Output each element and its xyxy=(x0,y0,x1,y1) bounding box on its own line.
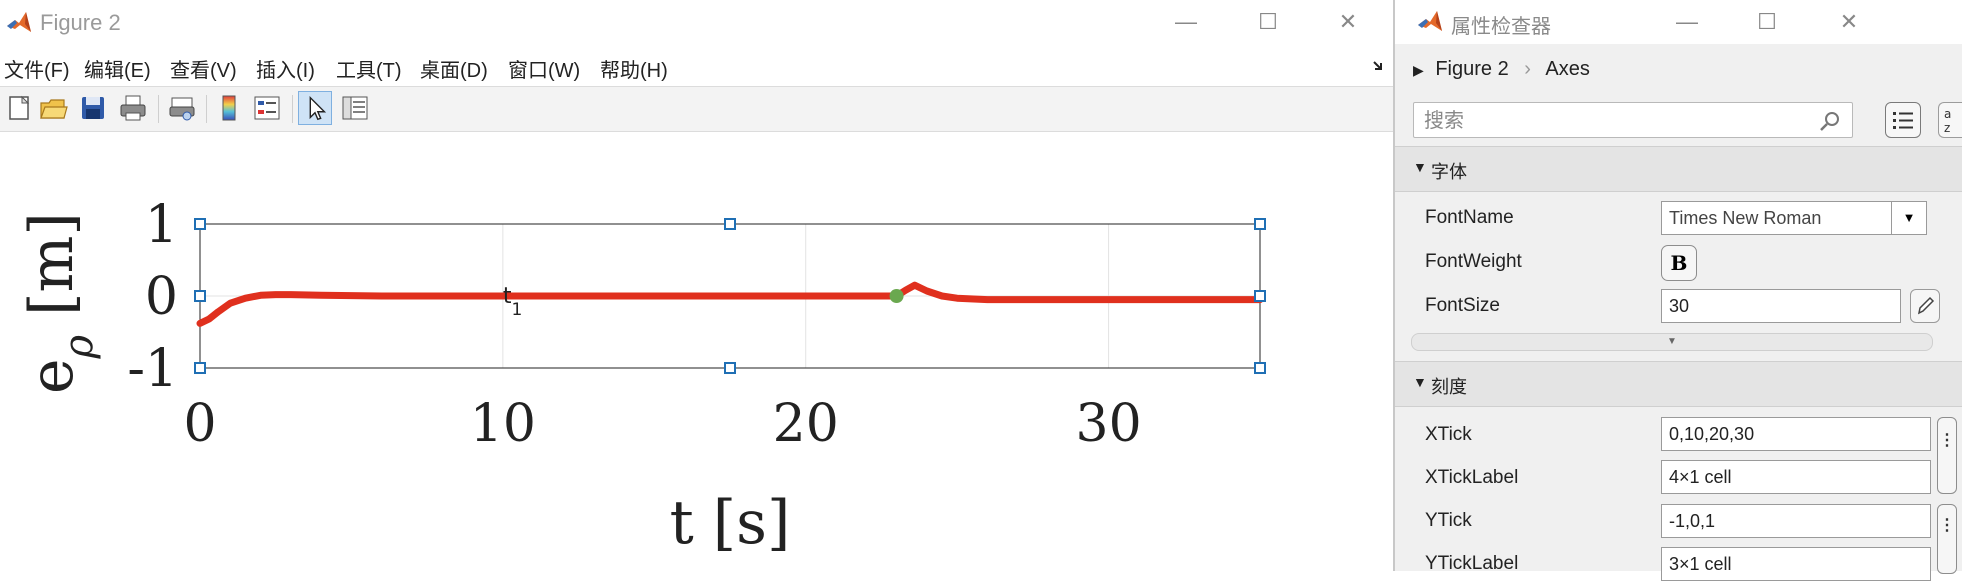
close-button[interactable]: ✕ xyxy=(1338,9,1358,34)
dock-arrow-icon[interactable] xyxy=(1371,58,1387,74)
matlab-logo-icon xyxy=(1418,11,1442,31)
series-line[interactable] xyxy=(196,281,1264,327)
section-ticks[interactable]: ▼ 刻度 xyxy=(1395,361,1962,407)
selection-handle[interactable] xyxy=(194,290,206,302)
fontsize-edit-button[interactable] xyxy=(1910,289,1940,323)
inspector-title: 属性检查器 xyxy=(1451,16,1551,38)
selection-handle[interactable] xyxy=(1254,362,1266,374)
collapse-triangle-icon[interactable]: ▼ xyxy=(1413,159,1427,175)
new-figure-icon[interactable] xyxy=(2,91,36,125)
section-font[interactable]: ▼ 字体 xyxy=(1395,146,1962,192)
minimize-button[interactable]: — xyxy=(1175,9,1197,34)
menu-file[interactable]: 文件(F) xyxy=(4,60,70,82)
search-icon[interactable] xyxy=(1818,109,1842,133)
figure-toolbar xyxy=(0,86,1393,132)
prop-xticklabel-label: XTickLabel xyxy=(1425,467,1519,488)
edit-plot-pointer-icon[interactable] xyxy=(298,91,332,125)
section-font-label: 字体 xyxy=(1431,162,1467,182)
data-marker-point[interactable] xyxy=(889,289,904,303)
prop-ytick-label: YTick xyxy=(1425,510,1472,531)
menu-window[interactable]: 窗口(W) xyxy=(508,60,581,82)
categorized-list-icon xyxy=(1893,112,1913,129)
breadcrumb: ▶ Figure 2 › Axes xyxy=(1413,58,1590,86)
property-inspector-icon[interactable] xyxy=(338,91,372,125)
x-tick-label[interactable]: 0 xyxy=(183,394,216,454)
alphabetical-sort-icon: a z xyxy=(1944,107,1951,135)
x-tick-label[interactable]: 10 xyxy=(470,394,536,454)
x-axis-label[interactable]: t [s] xyxy=(670,488,791,558)
search-box[interactable] xyxy=(1413,102,1853,138)
prop-yticklabel-label: YTickLabel xyxy=(1425,553,1519,574)
y-tick-label[interactable]: 0 xyxy=(145,267,178,327)
fontname-dropdown-arrow-icon[interactable]: ▼ xyxy=(1891,201,1927,235)
matlab-logo-icon xyxy=(7,12,31,32)
svg-text:z: z xyxy=(1944,121,1950,135)
property-inspector: 属性检查器 — ☐ ✕ ▶ Figure 2 › Axes a z ▼ 字体 F… xyxy=(1393,0,1962,581)
collapse-triangle-icon[interactable]: ▼ xyxy=(1413,374,1427,390)
categorized-view-button[interactable] xyxy=(1885,102,1921,138)
xticklabel-field[interactable]: 4×1 cell xyxy=(1661,460,1931,494)
x-tick-label[interactable]: 30 xyxy=(1075,394,1141,454)
svg-text:a: a xyxy=(1944,107,1951,121)
prop-fontname-label: FontName xyxy=(1425,207,1514,228)
figure-titlebar[interactable]: Figure 2 — ☐ ✕ xyxy=(0,0,1393,44)
xtick-more-button[interactable]: ⋮ xyxy=(1937,417,1957,494)
menu-tools[interactable]: 工具(T) xyxy=(336,60,402,82)
minimize-button[interactable]: — xyxy=(1676,9,1698,34)
plot-area[interactable]: 0 10 20 30 -1 0 1 t1 eρ [m] t [s] xyxy=(0,131,1393,571)
y-tick-label[interactable]: 1 xyxy=(145,195,178,255)
search-input[interactable] xyxy=(1422,107,1816,135)
prop-fontweight-label: FontWeight xyxy=(1425,251,1522,272)
toolbar-separator xyxy=(206,95,207,123)
breadcrumb-figure[interactable]: Figure 2 xyxy=(1435,58,1509,80)
pencil-icon xyxy=(1917,296,1935,315)
selection-handle[interactable] xyxy=(1254,218,1266,230)
selection-handle[interactable] xyxy=(1254,290,1266,302)
section-ticks-label: 刻度 xyxy=(1431,377,1467,397)
axes-chart[interactable]: 0 10 20 30-101 t1 eρ [m] t [s] xyxy=(0,131,1393,571)
y-axis-label[interactable]: eρ [m] xyxy=(17,212,102,394)
breadcrumb-separator-icon: › xyxy=(1524,58,1531,80)
figure-window: Figure 2 — ☐ ✕ 文件(F) 编辑(E) 查看(V) 插入(I) 工… xyxy=(0,0,1393,571)
menu-edit[interactable]: 编辑(E) xyxy=(84,60,151,82)
ytick-more-button[interactable]: ⋮ xyxy=(1937,504,1957,574)
legend-icon[interactable] xyxy=(250,91,284,125)
prop-fontsize-label: FontSize xyxy=(1425,295,1500,316)
inspector-titlebar[interactable]: 属性检查器 — ☐ ✕ xyxy=(1395,0,1962,44)
fontsize-field[interactable]: 30 xyxy=(1661,289,1901,323)
figure-title: Figure 2 xyxy=(40,10,121,35)
print-icon[interactable] xyxy=(116,91,150,125)
prop-xtick-label: XTick xyxy=(1425,424,1472,445)
print-preview-icon[interactable] xyxy=(165,91,199,125)
y-tick-label[interactable]: -1 xyxy=(127,339,178,399)
selection-handle[interactable] xyxy=(724,362,736,374)
open-file-icon[interactable] xyxy=(36,91,70,125)
selection-handle[interactable] xyxy=(194,362,206,374)
colorbar-icon[interactable] xyxy=(212,91,246,125)
bold-toggle-button[interactable]: B xyxy=(1661,245,1697,281)
show-more-expander[interactable]: ▼ xyxy=(1411,333,1933,351)
toolbar-separator xyxy=(292,95,293,123)
menu-desktop[interactable]: 桌面(D) xyxy=(420,60,488,82)
yticklabel-field[interactable]: 3×1 cell xyxy=(1661,547,1931,581)
fontname-dropdown[interactable]: Times New Roman xyxy=(1661,201,1893,235)
selection-handle[interactable] xyxy=(194,218,206,230)
ytick-field[interactable]: -1,0,1 xyxy=(1661,504,1931,538)
breadcrumb-axes[interactable]: Axes xyxy=(1545,58,1590,80)
maximize-button[interactable]: ☐ xyxy=(1258,9,1278,34)
breadcrumb-expand-icon[interactable]: ▶ xyxy=(1413,62,1424,78)
save-icon[interactable] xyxy=(76,91,110,125)
toolbar-separator xyxy=(158,95,159,123)
menu-insert[interactable]: 插入(I) xyxy=(256,60,315,82)
maximize-button[interactable]: ☐ xyxy=(1757,9,1777,34)
menu-bar: 文件(F) 编辑(E) 查看(V) 插入(I) 工具(T) 桌面(D) 窗口(W… xyxy=(0,50,1393,84)
selection-handle[interactable] xyxy=(724,218,736,230)
alphabetical-view-button[interactable]: a z xyxy=(1938,102,1962,138)
xtick-field[interactable]: 0,10,20,30 xyxy=(1661,417,1931,451)
x-tick-label[interactable]: 20 xyxy=(773,394,839,454)
annotation-t1[interactable]: t1 xyxy=(503,284,522,320)
close-button[interactable]: ✕ xyxy=(1839,9,1859,34)
menu-view[interactable]: 查看(V) xyxy=(170,60,237,82)
menu-help[interactable]: 帮助(H) xyxy=(600,60,668,82)
